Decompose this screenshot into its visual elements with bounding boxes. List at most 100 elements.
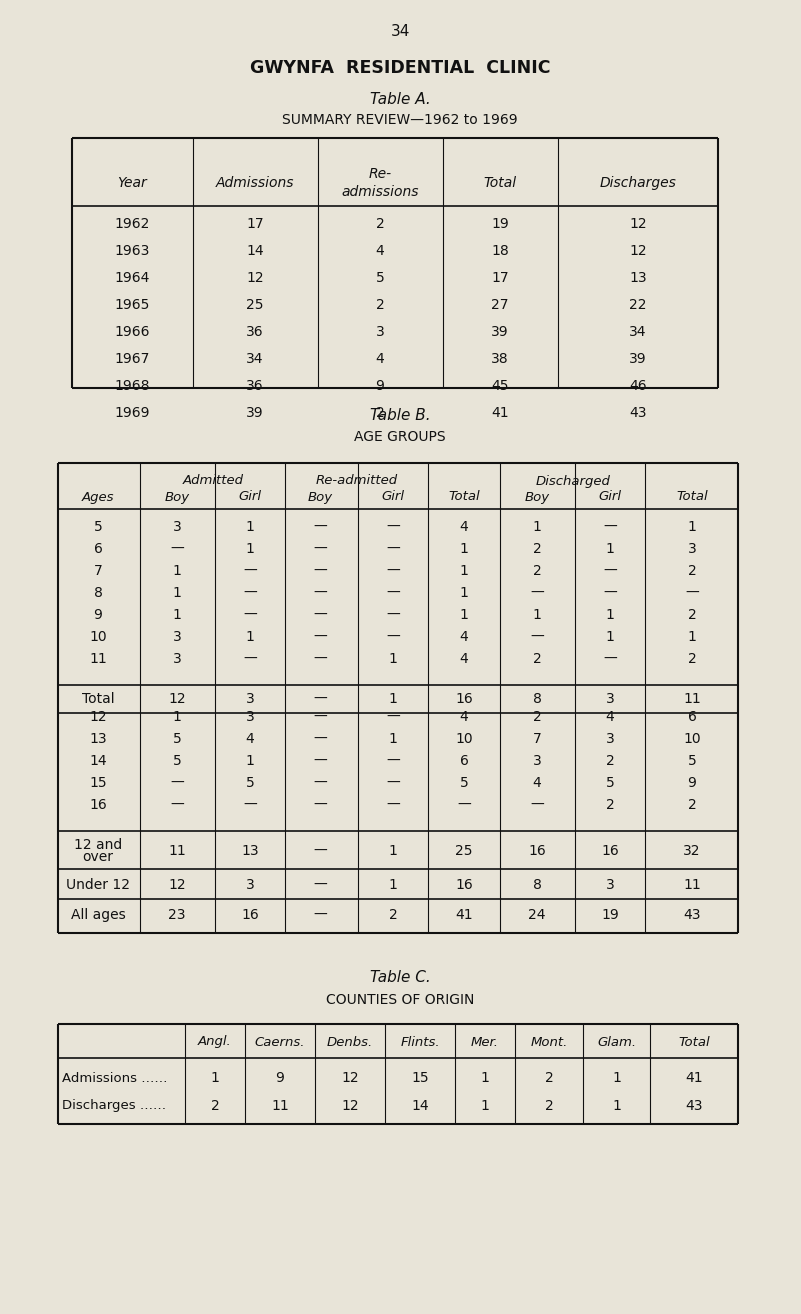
Text: 1: 1 [246,541,255,556]
Text: 2: 2 [533,710,541,724]
Text: 12: 12 [168,692,186,706]
Text: 3: 3 [246,710,255,724]
Text: AGE GROUPS: AGE GROUPS [354,430,446,444]
Text: —: — [386,798,400,812]
Text: 1: 1 [388,878,397,892]
Text: 1: 1 [533,608,541,622]
Text: Table A.: Table A. [369,92,430,108]
Text: Girl: Girl [598,490,622,503]
Text: 1962: 1962 [115,217,150,231]
Text: Girl: Girl [381,490,405,503]
Text: 17: 17 [246,217,264,231]
Text: Admissions ……: Admissions …… [62,1071,167,1084]
Text: 3: 3 [246,878,255,892]
Text: 1: 1 [687,629,696,644]
Text: 1: 1 [172,564,182,578]
Text: —: — [313,608,327,622]
Text: 41: 41 [491,406,509,420]
Text: 3: 3 [173,520,181,533]
Text: 5: 5 [687,754,696,767]
Text: Boy: Boy [308,490,332,503]
Text: 9: 9 [94,608,103,622]
Text: —: — [530,798,544,812]
Text: 1: 1 [460,586,469,600]
Text: 11: 11 [683,878,701,892]
Text: GWYNFA  RESIDENTIAL  CLINIC: GWYNFA RESIDENTIAL CLINIC [250,59,550,78]
Text: 12: 12 [246,271,264,285]
Text: 8: 8 [533,878,541,892]
Text: 5: 5 [606,777,614,790]
Text: 11: 11 [271,1099,289,1113]
Text: 17: 17 [491,271,509,285]
Text: 39: 39 [246,406,264,420]
Text: 3: 3 [606,692,614,706]
Text: 5: 5 [376,271,384,285]
Text: Boy: Boy [164,490,190,503]
Text: 41: 41 [685,1071,702,1085]
Text: 3: 3 [246,692,255,706]
Text: —: — [386,629,400,644]
Text: 22: 22 [630,298,646,311]
Text: 3: 3 [376,325,384,339]
Text: 2: 2 [533,541,541,556]
Text: 43: 43 [683,908,701,922]
Text: —: — [170,777,184,790]
Text: —: — [603,652,617,666]
Text: 1: 1 [687,520,696,533]
Text: 16: 16 [455,692,473,706]
Text: 6: 6 [94,541,103,556]
Text: 2: 2 [687,564,696,578]
Text: 19: 19 [491,217,509,231]
Text: Total: Total [484,176,517,191]
Text: admissions: admissions [341,185,419,198]
Text: 1: 1 [172,608,182,622]
Text: —: — [313,586,327,600]
Text: 1: 1 [481,1099,489,1113]
Text: Glam.: Glam. [598,1035,637,1049]
Text: —: — [530,586,544,600]
Text: Mont.: Mont. [530,1035,568,1049]
Text: —: — [603,520,617,533]
Text: 2: 2 [376,406,384,420]
Text: —: — [313,629,327,644]
Text: —: — [530,629,544,644]
Text: 1: 1 [246,520,255,533]
Text: 16: 16 [601,844,619,858]
Text: 10: 10 [683,732,701,746]
Text: 1: 1 [481,1071,489,1085]
Text: 10: 10 [455,732,473,746]
Text: 43: 43 [630,406,646,420]
Text: 12: 12 [89,710,107,724]
Text: Table B.: Table B. [370,407,430,423]
Text: —: — [313,652,327,666]
Text: 16: 16 [241,908,259,922]
Text: Discharged: Discharged [536,474,611,487]
Text: 4: 4 [246,732,255,746]
Text: —: — [313,844,327,858]
Text: Total: Total [678,1035,710,1049]
Text: 24: 24 [528,908,545,922]
Text: 45: 45 [491,378,509,393]
Text: Ages: Ages [82,490,115,503]
Text: 2: 2 [687,608,696,622]
Text: 4: 4 [460,652,469,666]
Text: 11: 11 [683,692,701,706]
Text: 4: 4 [460,520,469,533]
Text: —: — [313,541,327,556]
Text: —: — [386,520,400,533]
Text: 10: 10 [89,629,107,644]
Text: 25: 25 [246,298,264,311]
Text: 7: 7 [533,732,541,746]
Text: 2: 2 [388,908,397,922]
Text: 12: 12 [341,1071,359,1085]
Text: 1: 1 [211,1071,219,1085]
Text: 4: 4 [460,629,469,644]
Text: 36: 36 [246,378,264,393]
Text: 11: 11 [168,844,186,858]
Text: 1: 1 [388,732,397,746]
Text: 1968: 1968 [115,378,150,393]
Text: 14: 14 [411,1099,429,1113]
Text: 5: 5 [94,520,103,533]
Text: 4: 4 [376,244,384,258]
Text: —: — [313,710,327,724]
